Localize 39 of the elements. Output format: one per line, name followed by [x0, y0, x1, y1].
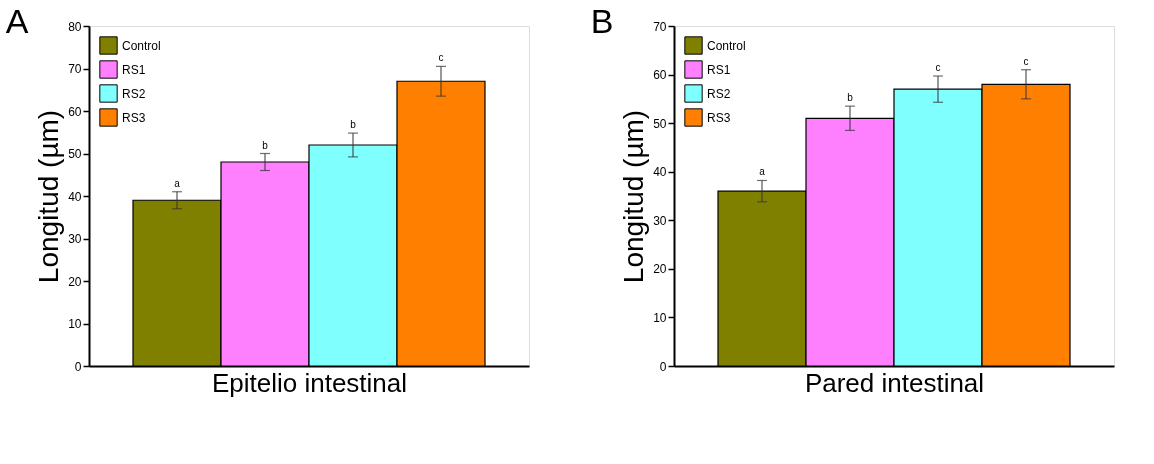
legend-label: RS3 [707, 110, 731, 125]
data-label: b [262, 139, 269, 151]
data-label: c [935, 62, 941, 74]
data-label: c [438, 52, 444, 64]
x-axis-title: Pared intestinal [804, 367, 985, 398]
y-tick-label: 10 [68, 317, 82, 331]
y-axis-title: Longitud (µm) [33, 109, 65, 284]
chart-title: A [5, 2, 29, 40]
y-tick-label: 0 [659, 359, 667, 374]
data-label: b [847, 92, 854, 104]
legend-label: RS2 [707, 86, 731, 101]
data-label: a [174, 177, 181, 189]
y-axis-title: Longitud (µm) [618, 109, 650, 284]
x-axis-title: Epitelio intestinal [211, 367, 408, 398]
data-label: c [1023, 55, 1029, 67]
y-tick-label: 20 [68, 274, 82, 289]
y-tick-label: 0 [74, 359, 82, 374]
y-tick-label: 60 [68, 104, 82, 119]
legend-label: RS1 [122, 62, 146, 77]
legend-label: RS1 [707, 62, 731, 77]
y-tick-label: 30 [653, 213, 667, 228]
legend-label: RS3 [122, 110, 146, 125]
legend-label: Control [707, 38, 746, 53]
legend-label: RS2 [122, 86, 146, 101]
y-tick-label: 40 [653, 165, 667, 180]
legend-label: Control [122, 38, 161, 53]
y-tick-label: 20 [653, 262, 667, 277]
y-tick-label: 70 [653, 19, 667, 34]
chart-title: B [590, 2, 614, 40]
data-label: b [350, 119, 357, 131]
y-tick-label: 30 [68, 232, 82, 246]
y-tick-label: 70 [68, 62, 82, 76]
y-tick-label: 10 [653, 310, 667, 325]
y-tick-label: 60 [653, 68, 667, 83]
y-tick-label: 80 [68, 19, 82, 34]
y-tick-label: 40 [68, 189, 82, 204]
data-label: a [759, 166, 766, 178]
y-tick-label: 50 [653, 116, 667, 131]
y-tick-label: 50 [68, 147, 82, 161]
